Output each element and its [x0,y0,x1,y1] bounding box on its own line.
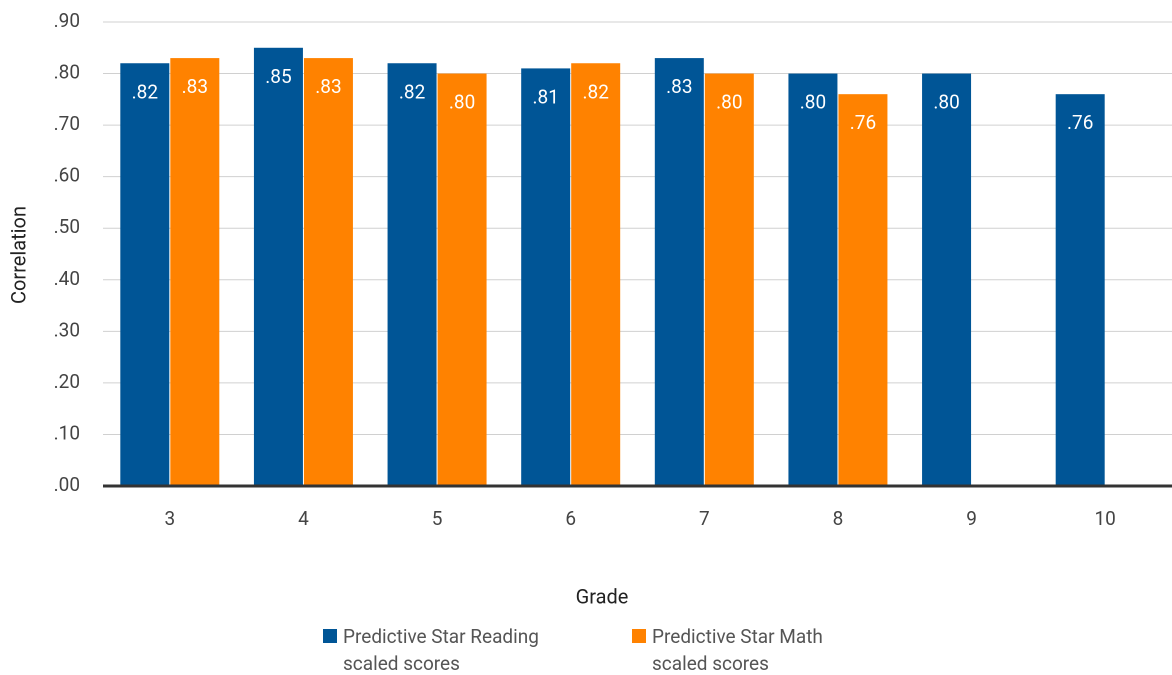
y-tick-label: .60 [54,164,80,187]
bar [170,58,220,486]
y-tick-label: .70 [54,112,80,135]
legend-swatch [632,629,646,643]
bar [253,47,303,487]
bar [788,73,838,487]
value-label: .82 [132,80,158,103]
y-tick-label: .80 [54,61,80,84]
value-label: .76 [1067,111,1093,134]
value-label: .80 [716,91,742,114]
x-tick-label: 5 [432,507,443,530]
legend-swatch [323,629,337,643]
value-label: .80 [800,91,826,114]
bar [120,63,170,486]
value-label: .76 [850,111,876,134]
x-tick-label: 7 [699,507,710,530]
y-axis-label: Correlation [6,206,30,304]
bar [704,73,754,487]
bar [521,68,571,487]
value-label: .80 [449,91,475,114]
value-label: .83 [315,75,341,98]
value-label: .85 [265,65,291,88]
bar [654,58,704,486]
y-tick-label: .40 [54,267,80,290]
bar [838,94,888,486]
value-label: .83 [182,75,208,98]
x-tick-label: 3 [164,507,175,530]
legend-item: Predictive Star Reading scaled scores [323,623,593,675]
y-tick-label: .90 [54,9,80,32]
y-tick-label: .20 [54,370,80,393]
x-tick-label: 8 [833,507,844,530]
value-label: .83 [666,75,692,98]
x-tick-label: 9 [966,507,977,530]
value-label: .82 [399,80,425,103]
bar [922,73,972,487]
x-tick-label: 6 [565,507,576,530]
x-axis-label: Grade [576,584,629,608]
y-tick-label: .50 [54,215,80,238]
bar [571,63,621,486]
bar [437,73,487,487]
bar [387,63,437,486]
bar [1055,94,1105,486]
legend-item: Predictive Star Math scaled scores [632,623,882,675]
value-label: .80 [933,91,959,114]
y-tick-label: .00 [54,473,80,496]
y-tick-label: .10 [54,421,80,444]
y-tick-label: .30 [54,318,80,341]
legend-label: Predictive Star Math scaled scores [652,625,823,675]
bar [303,58,353,486]
x-tick-label: 4 [298,507,309,530]
legend-label: Predictive Star Reading scaled scores [343,625,539,675]
value-label: .82 [583,80,609,103]
x-tick-label: 10 [1095,507,1116,530]
value-label: .81 [533,85,559,108]
chart: Correlation Grade .00 .10 .20 .30 .40 .50 .60.… [6,9,1172,608]
